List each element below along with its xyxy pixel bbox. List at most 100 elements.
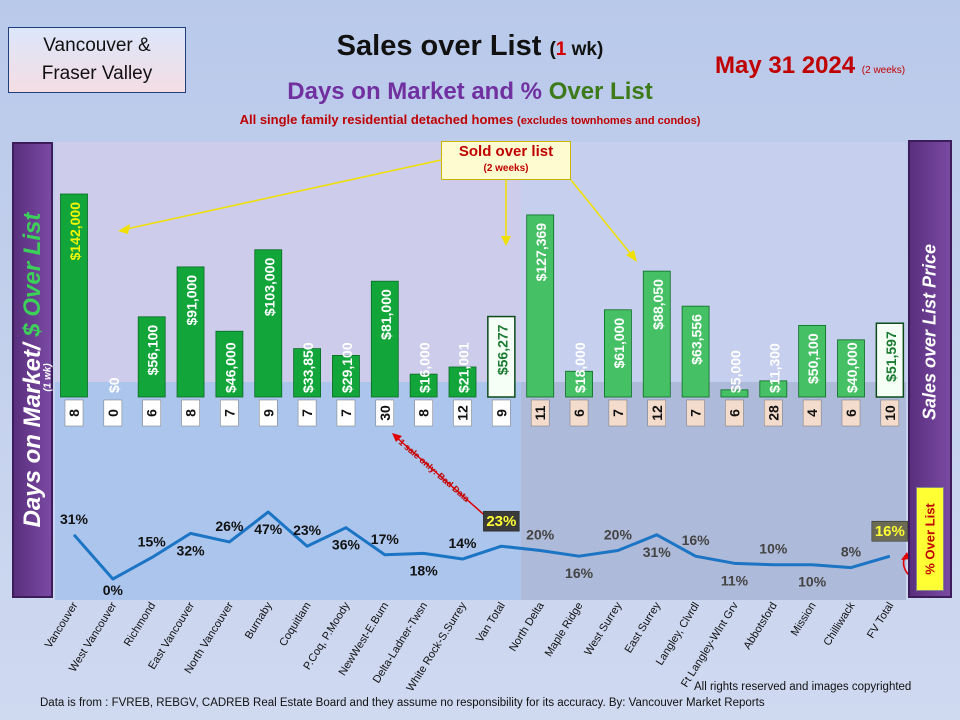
region-line1: Vancouver & [43,35,151,56]
x-tick-label-2: Richmond [122,600,158,648]
days-box-7 [336,399,356,427]
bar-value-label-9: $16,000 [417,342,433,393]
days-box-8 [375,399,395,427]
pct-label-6: 23% [293,522,322,538]
days-label-2: 6 [144,409,160,417]
bar-value-label-15: $88,050 [650,279,666,330]
bar-value-label-16: $63,556 [689,314,705,365]
days-label-8: 30 [377,405,393,421]
days-box-5 [259,399,278,427]
x-tick-label-19: Mission [789,600,819,638]
left-axis-small: (1 wk) [42,363,54,392]
bar-value-label-5: $103,000 [261,258,277,317]
bar-14 [604,309,632,398]
bar-value-label-18: $11,300 [766,343,782,393]
title-main: Sales over List [336,30,542,62]
days-box-4 [220,399,239,427]
bad-data-arrow [395,436,491,521]
left-axis-banner: Days on Market/ $ Over List (1 wk) [12,142,54,598]
days-label-5: 9 [260,409,276,417]
bar-19 [798,324,827,398]
pct-label-14: 20% [604,526,633,542]
region-box: Vancouver & Fraser Valley [8,27,186,93]
days-box-6 [297,399,317,427]
days-box-1 [103,399,123,427]
bar-12 [526,214,555,398]
days-label-14: 7 [610,409,626,417]
days-label-4: 7 [221,409,237,417]
arrow-left-head [118,224,130,234]
days-box-2 [142,399,161,427]
bar-4 [215,330,244,398]
days-box-19 [802,399,822,427]
days-label-1: 0 [105,409,121,417]
days-box-9 [414,399,433,427]
days-box-21 [880,399,900,427]
arrow-right-head [626,250,637,262]
bar-value-label-12: $127,369 [533,223,549,282]
subtitle: Days on Market and % Over List [200,78,740,106]
bar-0 [60,193,88,398]
page-title: Sales over List (1 wk) [250,30,690,63]
bar-15 [642,270,671,398]
pct-label-16: 16% [682,532,711,548]
x-tick-label-18: Abbotsford [741,600,779,651]
pct-label-5: 47% [254,521,283,537]
days-box-15 [647,399,666,427]
bar-16 [681,305,710,398]
bar-value-label-4: $46,000 [222,342,238,393]
days-label-17: 6 [726,409,742,417]
description: All single family residential detached h… [150,112,790,127]
bar-value-label-6: $33,850 [300,342,316,393]
x-tick-label-21: FV Total [865,600,896,640]
region-line2: Fraser Valley [41,63,153,84]
bar-value-label-2: $56,100 [145,325,161,376]
days-label-20: 6 [843,409,859,417]
days-label-19: 4 [804,409,820,417]
days-label-7: 7 [338,409,354,417]
pct-label-3: 32% [177,542,206,558]
days-label-12: 11 [532,405,548,420]
days-box-0 [64,399,84,427]
pct-label-9: 18% [410,562,439,578]
pct-label-4: 26% [215,518,244,534]
pct-total-box-21 [871,520,909,542]
pct-series-line [72,510,891,581]
description-main: All single family residential detached h… [239,112,514,127]
days-label-6: 7 [299,409,315,417]
days-label-10: 12 [455,405,471,421]
days-label-13: 6 [571,409,587,417]
bar-value-label-8: $81,000 [378,289,394,340]
pct-label-20: 8% [841,544,862,560]
days-label-9: 8 [416,409,432,417]
bar-6 [293,348,322,398]
x-tick-label-20: Chilliwack [821,600,857,648]
bar-20 [837,339,865,398]
days-label-3: 8 [183,409,199,417]
arrow-down-head [501,236,511,246]
bar-value-label-10: $21,001 [456,342,472,393]
sold-over-list-label: Sold over list [458,143,554,160]
pct-label-21: 16% [875,523,905,540]
bar-2 [137,316,166,398]
bar-value-label-13: $18,000 [572,342,588,393]
van-panel-lower [55,382,521,600]
sold-over-list-sub: (2 weeks) [483,163,529,174]
x-tick-label-14: West Surrey [582,600,624,658]
description-small: (excludes townhomes and condos) [517,115,701,127]
date-main: May 31 2024 [715,52,856,79]
pct-label-15: 31% [643,544,672,560]
pct-label-8: 17% [371,531,400,547]
bar-value-label-0: $142,000 [67,202,83,261]
bar-13 [565,370,593,398]
title-paren-num: 1 [555,39,567,60]
pct-label-1: 0% [103,582,124,598]
left-axis-label-a: Days on Market/ [18,336,46,528]
pct-total-box-11 [483,510,520,532]
days-label-15: 12 [649,405,665,421]
days-label-16: 7 [688,409,704,417]
days-box-14 [608,399,628,427]
days-box-12 [530,399,550,427]
x-tick-label-12: North Delta [507,599,547,653]
title-suffix: (1 wk) [549,39,603,60]
